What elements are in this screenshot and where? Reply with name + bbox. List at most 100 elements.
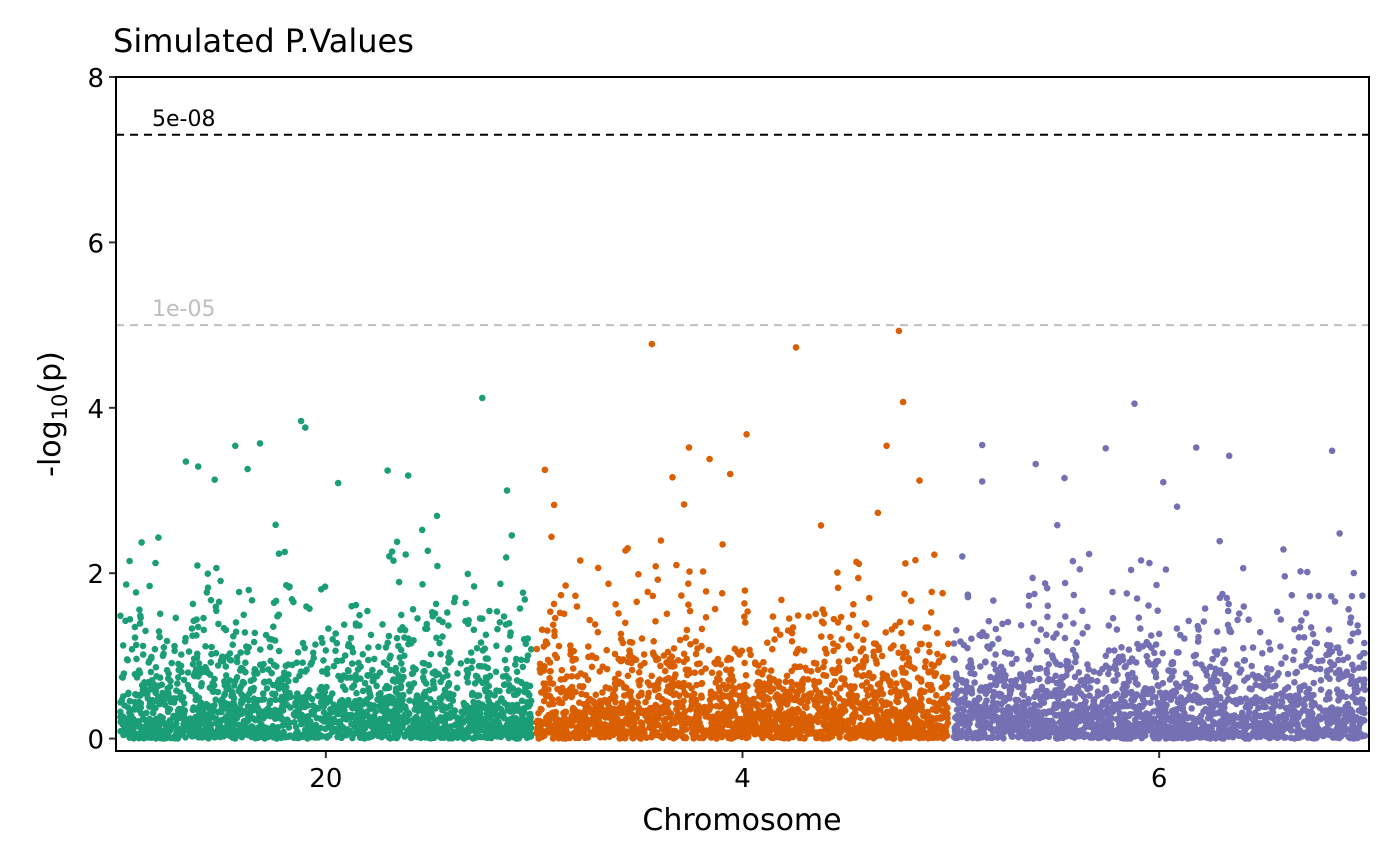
data-point xyxy=(574,673,581,680)
data-point xyxy=(918,640,925,648)
data-point xyxy=(481,685,489,693)
data-point xyxy=(910,716,918,724)
data-point xyxy=(341,715,349,723)
data-point xyxy=(136,692,144,699)
data-point xyxy=(470,626,478,634)
data-point xyxy=(155,628,163,635)
data-point xyxy=(599,689,606,696)
data-point xyxy=(652,563,659,570)
data-point xyxy=(799,677,806,685)
data-point xyxy=(914,732,922,740)
data-point xyxy=(300,694,308,701)
data-point xyxy=(765,703,773,711)
data-point xyxy=(594,628,602,636)
data-point xyxy=(1216,594,1224,602)
data-point xyxy=(644,679,652,686)
data-point xyxy=(782,678,789,686)
data-point xyxy=(309,649,317,657)
data-point xyxy=(538,689,545,696)
data-point xyxy=(1224,607,1232,615)
data-point xyxy=(321,668,329,675)
data-point xyxy=(406,687,413,695)
data-point xyxy=(509,701,516,709)
data-point xyxy=(568,683,576,691)
data-point xyxy=(589,716,597,724)
data-point xyxy=(377,689,384,697)
data-point xyxy=(292,723,300,731)
data-point xyxy=(496,727,504,735)
data-point xyxy=(1242,695,1250,702)
data-point xyxy=(1324,691,1332,698)
data-point xyxy=(674,681,681,689)
data-point xyxy=(549,621,557,629)
data-point xyxy=(628,722,635,729)
data-point xyxy=(524,689,532,697)
data-point xyxy=(820,619,827,627)
data-point xyxy=(493,642,500,650)
data-point xyxy=(1201,605,1209,612)
data-point xyxy=(312,641,319,648)
data-point xyxy=(936,700,943,707)
data-point xyxy=(199,731,207,738)
data-point xyxy=(323,683,330,691)
data-point xyxy=(925,669,932,676)
data-point xyxy=(995,635,1002,643)
data-point xyxy=(696,660,703,667)
data-point xyxy=(584,734,592,741)
points-layer xyxy=(117,327,1369,742)
data-point xyxy=(481,645,489,652)
data-point xyxy=(265,666,272,673)
data-point xyxy=(438,703,445,710)
data-point xyxy=(652,618,659,625)
data-point xyxy=(117,713,124,721)
data-point xyxy=(533,645,541,653)
data-point xyxy=(680,679,688,687)
data-point xyxy=(622,547,629,554)
data-point xyxy=(508,716,515,723)
data-point xyxy=(397,684,405,692)
data-point xyxy=(769,645,776,653)
data-point xyxy=(767,667,775,674)
data-point xyxy=(207,730,214,737)
data-point xyxy=(1069,702,1077,709)
data-point xyxy=(814,703,821,711)
data-point xyxy=(272,696,280,704)
data-point xyxy=(667,710,675,717)
data-point xyxy=(327,717,334,724)
data-point xyxy=(248,597,256,604)
data-point xyxy=(747,651,754,659)
data-point xyxy=(1070,591,1078,599)
data-point xyxy=(138,539,145,546)
data-point xyxy=(672,671,679,678)
data-point xyxy=(514,707,522,714)
data-point xyxy=(501,656,509,664)
data-point xyxy=(655,692,663,700)
data-point xyxy=(117,612,124,620)
data-point xyxy=(124,690,132,698)
data-point xyxy=(1147,699,1154,706)
data-point xyxy=(505,681,513,689)
data-point xyxy=(503,665,510,673)
data-point xyxy=(838,636,845,643)
data-point xyxy=(399,666,407,674)
data-point xyxy=(544,627,551,634)
data-point xyxy=(215,598,223,606)
data-point xyxy=(163,637,171,645)
data-point xyxy=(163,666,171,674)
data-point xyxy=(507,708,514,715)
data-point xyxy=(763,684,770,692)
data-point xyxy=(927,609,935,616)
data-point xyxy=(675,692,683,699)
data-point xyxy=(492,668,500,676)
data-point xyxy=(124,656,131,664)
data-point xyxy=(164,729,171,736)
data-point xyxy=(718,693,725,701)
data-point xyxy=(602,710,609,718)
data-point xyxy=(512,661,519,668)
data-point xyxy=(412,713,420,721)
data-point xyxy=(694,727,701,734)
data-point xyxy=(514,690,521,697)
data-point xyxy=(575,734,583,742)
data-point xyxy=(872,690,880,698)
data-point xyxy=(393,634,401,642)
